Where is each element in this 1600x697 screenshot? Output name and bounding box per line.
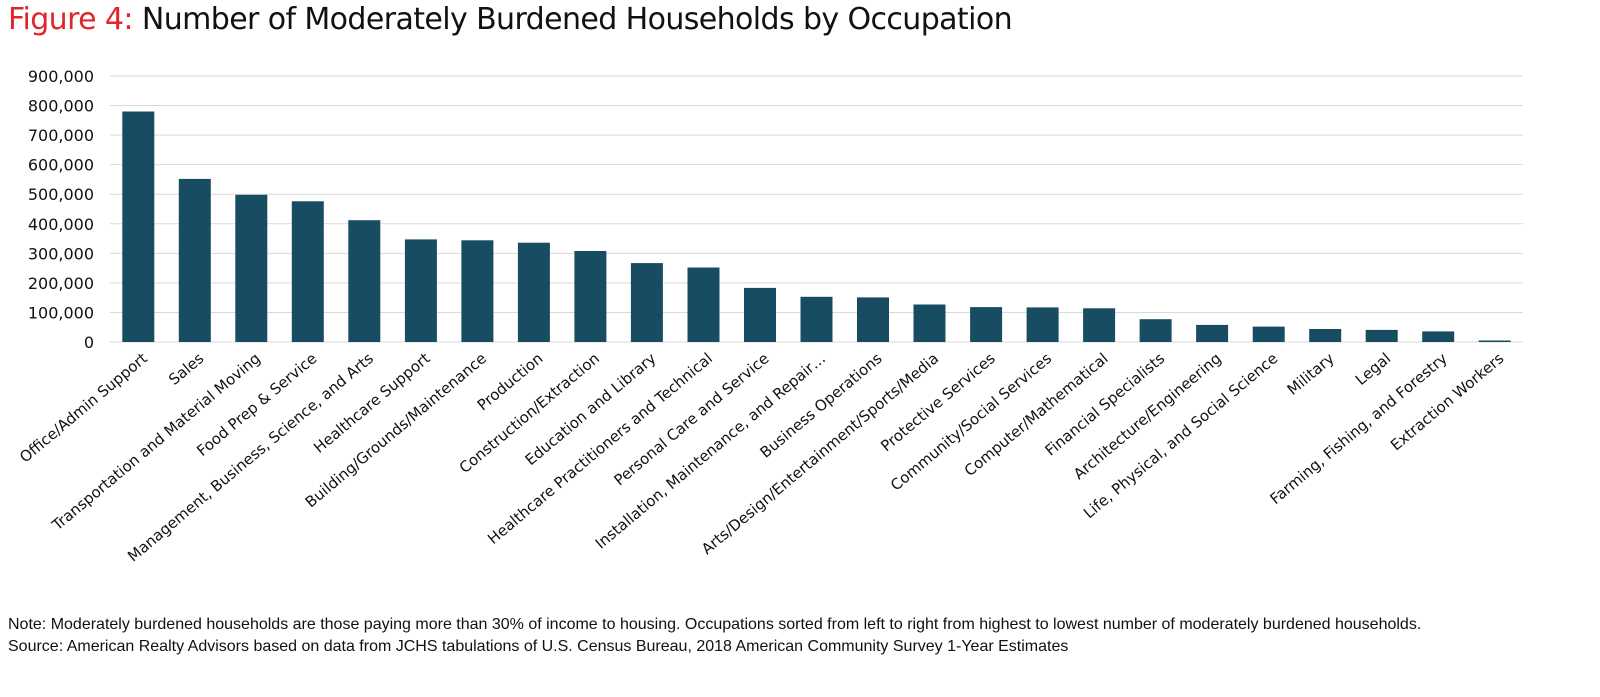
bar: [687, 267, 720, 342]
chart-notes: Note: Moderately burdened households are…: [8, 614, 1421, 658]
y-tick-label: 200,000: [28, 274, 94, 293]
bar: [291, 201, 324, 342]
bar: [913, 304, 946, 342]
bar-chart: 0 100,000 200,000 300,000 400,000 500,000 600,…: [16, 67, 1523, 565]
x-category-label: Legal: [1352, 349, 1394, 389]
bar: [800, 296, 833, 342]
y-tick-label: 100,000: [28, 303, 94, 322]
y-tick-label: 700,000: [28, 126, 94, 145]
x-category-label: Transportation and Material Moving: [48, 349, 264, 534]
y-tick-label: 400,000: [28, 215, 94, 234]
y-tick-label: 500,000: [28, 185, 94, 204]
bar: [122, 111, 155, 342]
bar: [744, 287, 776, 342]
y-tick-label: 600,000: [28, 156, 94, 175]
bar: [404, 239, 437, 342]
bar: [1365, 329, 1398, 342]
bar: [630, 263, 663, 342]
bar: [348, 220, 381, 342]
bar: [1083, 308, 1116, 342]
bar: [1026, 307, 1059, 342]
x-category-label: Military: [1284, 349, 1338, 399]
bar: [574, 251, 607, 342]
x-category-label: Office/Admin Support: [16, 349, 151, 466]
bars: [122, 111, 1511, 342]
x-axis-category-labels: Office/Admin Support SalesTransportation …: [16, 349, 1507, 565]
bar: [178, 178, 211, 342]
y-tick-label: 300,000: [28, 244, 94, 263]
source-text: Source: American Realty Advisors based o…: [8, 638, 1069, 655]
x-category-label: Sales: [165, 349, 207, 389]
y-axis-tick-labels: 0 100,000 200,000 300,000 400,000 500,000 600,…: [28, 67, 94, 352]
bar: [517, 242, 550, 342]
x-category-label: Management, Business, Science, and Arts: [124, 349, 377, 565]
y-tick-label: 900,000: [28, 67, 94, 86]
y-tick-label: 800,000: [28, 97, 94, 116]
bar: [1196, 324, 1229, 342]
bar: [1309, 329, 1342, 342]
figure-title-text: Number of Moderately Burdened Households…: [141, 2, 1013, 37]
figure-title: Figure 4: Number of Moderately Burdened …: [8, 2, 1013, 37]
bar: [970, 307, 1003, 342]
bar: [235, 194, 268, 342]
y-tick-label: 0: [84, 333, 94, 352]
bar: [1252, 326, 1285, 342]
figure-number: Figure 4:: [8, 2, 134, 37]
note-text: Note: Moderately burdened households are…: [8, 616, 1422, 633]
bar: [857, 297, 889, 342]
bar: [1422, 331, 1455, 342]
bar: [1139, 319, 1172, 342]
bar: [1478, 340, 1511, 342]
bar: [461, 240, 494, 342]
